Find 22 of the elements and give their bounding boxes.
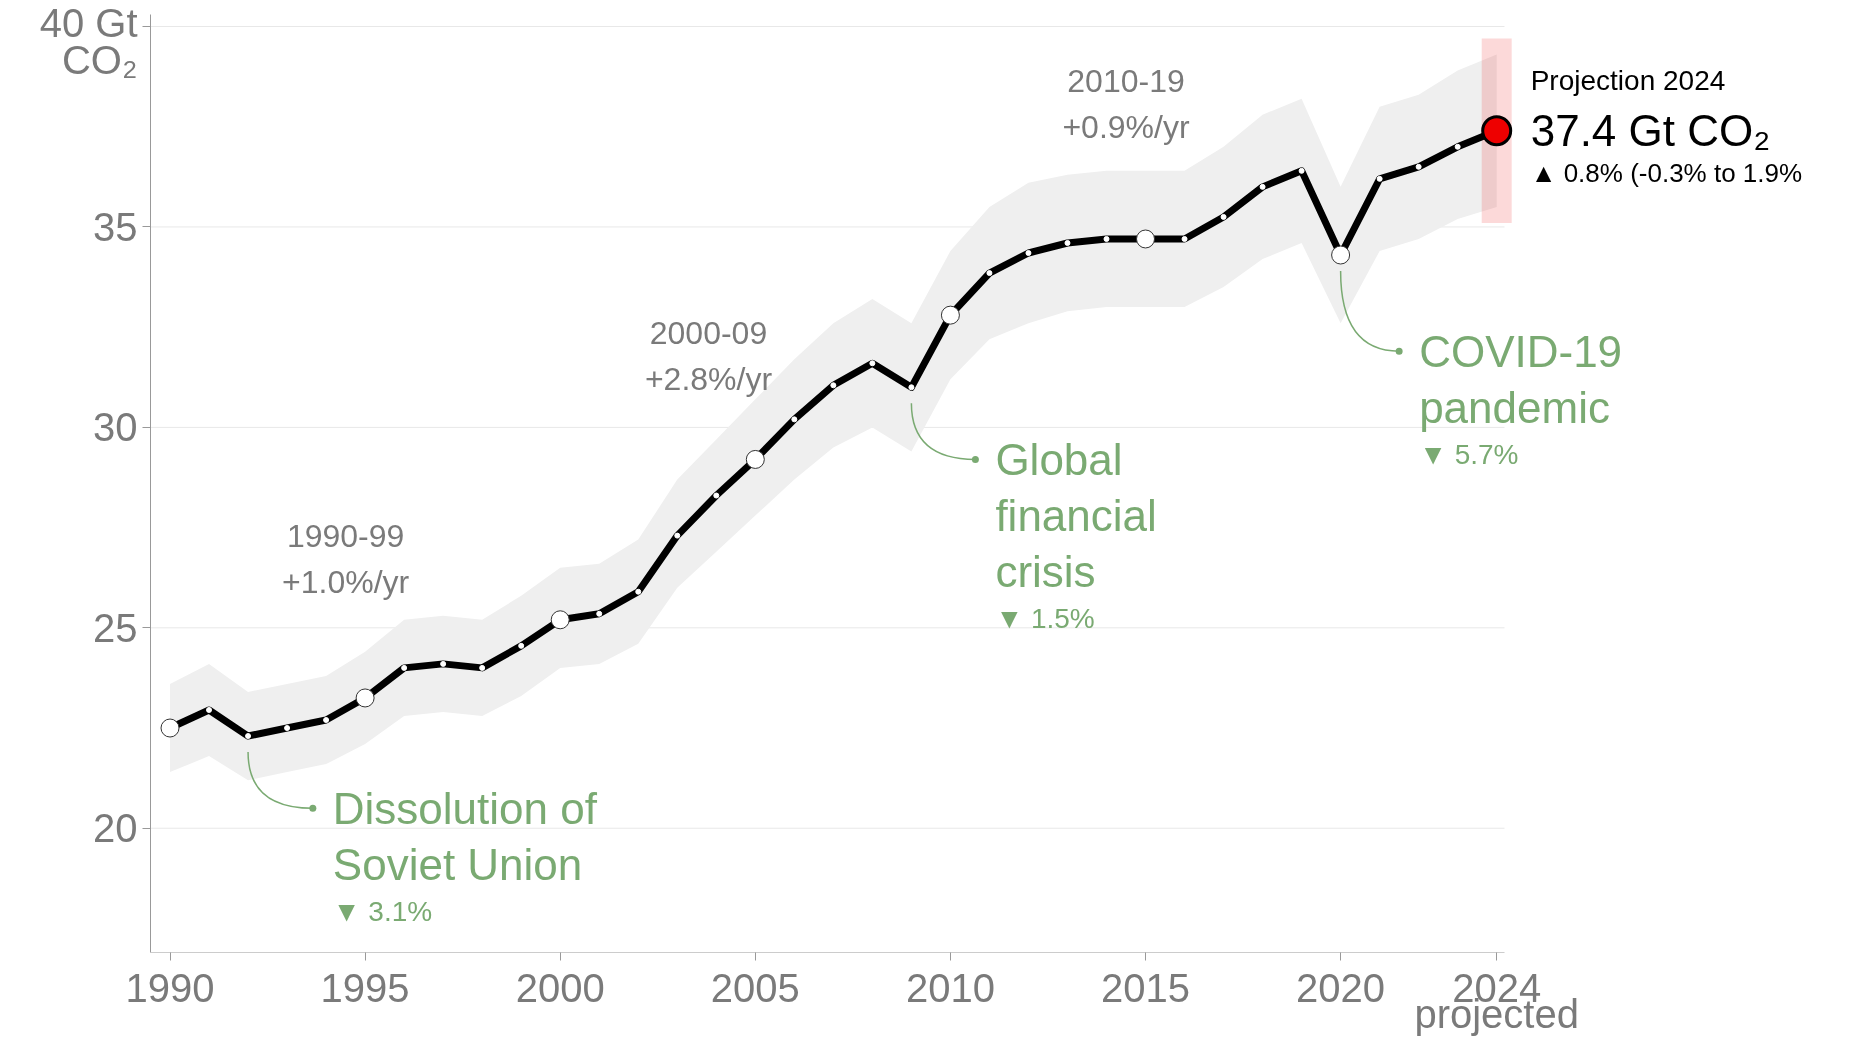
text: ▲ 0.8% (-0.3% to 1.9%: [1530, 157, 1803, 188]
x-tick-label: 2020: [1296, 965, 1386, 1010]
x-tick-label: 2024 projected: [1414, 965, 1579, 1036]
y-tick-label: 25: [93, 605, 138, 650]
annotation: Dissolution of Soviet Union ▼ 3.1%: [332, 783, 598, 927]
y-tick-label: 35: [93, 204, 138, 249]
annotation: COVID-19 pandemic ▼ 5.7%: [1419, 326, 1623, 470]
text: Projection 2024: [1530, 65, 1726, 97]
y-tick-label: 30: [93, 405, 138, 450]
annotation: Global financial crisis ▼ 1.5%: [995, 434, 1157, 634]
x-tick-label: 2010: [905, 965, 995, 1010]
annotation: 2000-09 +2.8%/yr: [644, 315, 773, 398]
y-tick-label: 40 Gt CO₂: [39, 0, 138, 82]
annotation: 1990-99 +1.0%/yr: [282, 517, 410, 600]
x-tick-label: 1995: [320, 965, 410, 1010]
x-tick-label: 2015: [1101, 965, 1191, 1010]
x-tick-label: 1990: [125, 965, 215, 1010]
x-tick-label: 2005: [710, 965, 800, 1010]
x-tick-label: 2000: [515, 965, 605, 1010]
annotation: 2010-19 +0.9%/yr: [1062, 62, 1190, 145]
annotation: 37.4 Gt CO₂: [1530, 106, 1771, 156]
y-tick-label: 20: [93, 806, 138, 851]
